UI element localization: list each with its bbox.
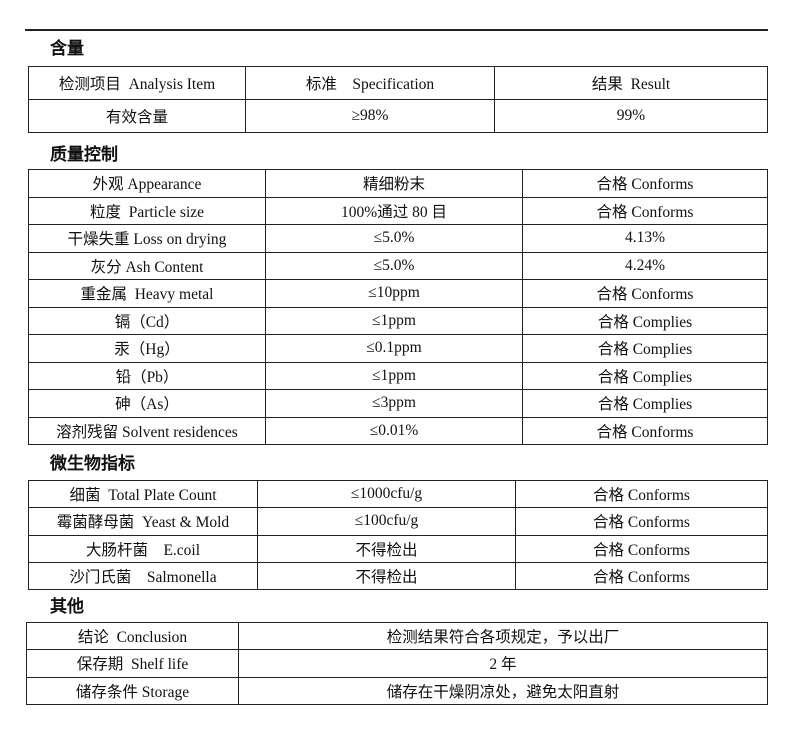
table-row: 大肠杆菌 E.coil 不得检出 合格 Conforms [28,534,768,563]
cell: 有效含量 [28,99,246,133]
cell: 不得检出 [257,561,516,591]
cell: 细菌 Total Plate Count [28,479,258,509]
table-row: 细菌 Total Plate Count ≤1000cfu/g 合格 Conform… [28,479,768,509]
cell: 99% [494,99,768,133]
cell: ≤5.0% [265,224,523,253]
section-title-micro: 微生物指标 [50,454,135,474]
cell: 合格 Complies [522,306,768,335]
cell: 合格 Conforms [522,279,768,308]
cell: ≤5.0% [265,251,523,280]
table-row: 有效含量 ≥98% 99% [28,99,768,133]
cell: 合格 Conforms [522,416,768,445]
cell: 外观 Appearance [28,169,266,198]
cell: 镉（Cd） [28,306,266,335]
cell: 合格 Complies [522,334,768,363]
cell: ≤1ppm [265,361,523,390]
cell: ≤10ppm [265,279,523,308]
cell: 大肠杆菌 E.coil [28,534,258,563]
cell: 4.13% [522,224,768,253]
section-title-content: 含量 [50,39,84,59]
header-cell: 检测项目 Analysis Item [28,66,246,100]
cell: 合格 Conforms [515,534,768,563]
cell: ≤3ppm [265,389,523,418]
cell: 保存期 Shelf life [26,649,239,678]
cell: 精细粉末 [265,169,523,198]
cell: 4.24% [522,251,768,280]
quality-table: 外观 Appearance 精细粉末 合格 Conforms 粒度 Particle … [28,169,768,445]
table-row: 结论 Conclusion 检测结果符合各项规定，予以出厂 [26,621,768,651]
table-header-row: 检测项目 Analysis Item 标准 Specification 结果 R… [28,66,768,100]
cell: 溶剂残留 Solvent residences [28,416,266,445]
cell: 霉菌酵母菌 Yeast & Mold [28,507,258,536]
table-row: 重金属 Heavy metal ≤10ppm 合格 Conforms [28,279,768,308]
cell: 结论 Conclusion [26,621,239,651]
table-row: 汞（Hg） ≤0.1ppm 合格 Complies [28,334,768,363]
cell: 汞（Hg） [28,334,266,363]
cell: 不得检出 [257,534,516,563]
cell: 储存条件 Storage [26,676,239,705]
other-table: 结论 Conclusion 检测结果符合各项规定，予以出厂 保存期 Shelf li… [26,621,768,705]
table-row: 镉（Cd） ≤1ppm 合格 Complies [28,306,768,335]
table-row: 溶剂残留 Solvent residences ≤0.01% 合格 Conforms [28,416,768,445]
micro-table: 细菌 Total Plate Count ≤1000cfu/g 合格 Conform… [28,479,768,591]
cell: ≥98% [245,99,495,133]
cell: 检测结果符合各项规定，予以出厂 [238,621,768,651]
table-row: 储存条件 Storage 储存在干燥阴凉处，避免太阳直射 [26,676,768,705]
cell: ≤1000cfu/g [257,479,516,509]
cell: 粒度 Particle size [28,196,266,225]
table-row: 霉菌酵母菌 Yeast & Mold ≤100cfu/g 合格 Conforms [28,507,768,536]
cell: ≤1ppm [265,306,523,335]
cell: 合格 Conforms [515,561,768,591]
cell: 合格 Conforms [515,479,768,509]
cell: ≤100cfu/g [257,507,516,536]
cell: 合格 Conforms [515,507,768,536]
section-title-quality: 质量控制 [50,145,118,165]
header-cell: 结果 Result [494,66,768,100]
cell: 重金属 Heavy metal [28,279,266,308]
cell: 灰分 Ash Content [28,251,266,280]
cell: 合格 Conforms [522,196,768,225]
content-table: 检测项目 Analysis Item 标准 Specification 结果 R… [28,66,768,133]
cell: 铅（Pb） [28,361,266,390]
cell: ≤0.01% [265,416,523,445]
cell: ≤0.1ppm [265,334,523,363]
cell: 合格 Conforms [522,169,768,198]
table-row: 砷（As） ≤3ppm 合格 Complies [28,389,768,418]
cell: 100%通过 80 目 [265,196,523,225]
table-row: 沙门氏菌 Salmonella 不得检出 合格 Conforms [28,561,768,591]
table-row: 粒度 Particle size 100%通过 80 目合格 Conforms [28,196,768,225]
table-row: 保存期 Shelf life 2 年 [26,649,768,678]
table-row: 灰分 Ash Content ≤5.0% 4.24% [28,251,768,280]
top-rule [25,29,768,31]
header-cell: 标准 Specification [245,66,495,100]
cell: 砷（As） [28,389,266,418]
table-row: 外观 Appearance 精细粉末 合格 Conforms [28,169,768,198]
cell: 沙门氏菌 Salmonella [28,561,258,591]
cell: 储存在干燥阴凉处，避免太阳直射 [238,676,768,705]
table-row: 干燥失重 Loss on drying ≤5.0% 4.13% [28,224,768,253]
cell: 合格 Complies [522,389,768,418]
cell: 干燥失重 Loss on drying [28,224,266,253]
section-title-other: 其他 [50,597,84,617]
cell: 2 年 [238,649,768,678]
table-row: 铅（Pb） ≤1ppm 合格 Complies [28,361,768,390]
cell: 合格 Complies [522,361,768,390]
